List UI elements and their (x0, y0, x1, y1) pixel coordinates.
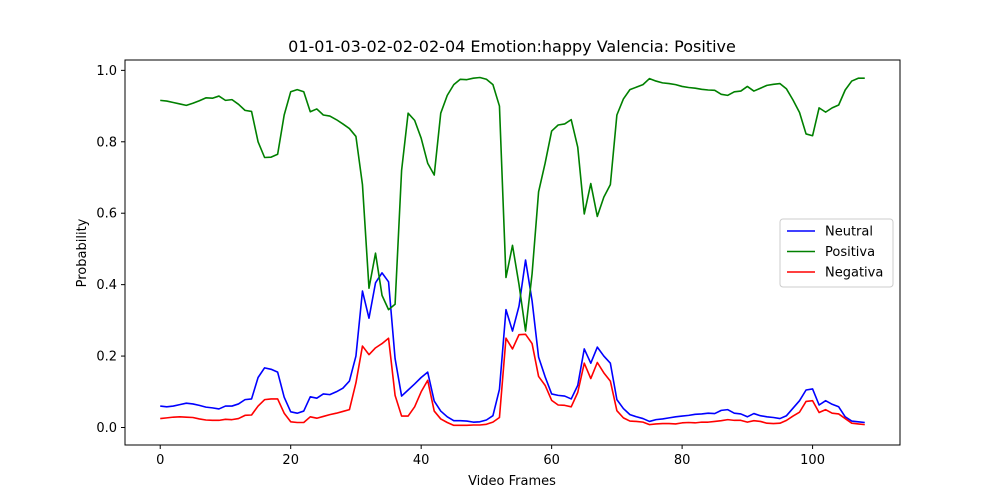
axes-layer (124, 59, 901, 446)
legend-items: Neutral Positiva Negativa (787, 225, 883, 281)
x-tick-label: 40 (413, 453, 430, 468)
legend: Neutral Positiva Negativa (779, 218, 894, 288)
x-tick-label: 20 (282, 453, 299, 468)
x-axis-label: Video Frames (468, 474, 556, 489)
series-line-positiva (160, 76, 865, 332)
y-axis-ticks: 0.0 0.2 0.4 0.6 0.8 1.0 (96, 64, 125, 436)
y-tick-label: 0.0 (96, 421, 117, 436)
x-tick-label: 0 (156, 453, 164, 468)
y-axis-label: Probability (75, 218, 90, 287)
y-tick-label: 0.4 (96, 278, 117, 293)
legend-label-neutral: Neutral (825, 225, 873, 240)
x-tick-label: 100 (800, 453, 825, 468)
y-tick-label: 0.6 (96, 207, 117, 222)
series-layer (160, 76, 865, 427)
x-axis-ticks: 0 20 40 60 80 100 (156, 445, 825, 468)
legend-label-positiva: Positiva (825, 245, 875, 260)
series-line-negativa (160, 333, 865, 427)
legend-label-negativa: Negativa (825, 266, 883, 281)
y-tick-label: 0.8 (96, 135, 117, 150)
series-line-neutral (160, 259, 865, 424)
x-tick-label: 80 (674, 453, 691, 468)
y-tick-label: 1.0 (96, 64, 117, 79)
legend-box (779, 218, 894, 288)
y-tick-label: 0.2 (96, 350, 117, 365)
chart-title: 01-01-03-02-02-02-04 Emotion:happy Valen… (288, 37, 736, 56)
plot-frame (124, 59, 901, 446)
x-tick-label: 60 (543, 453, 560, 468)
